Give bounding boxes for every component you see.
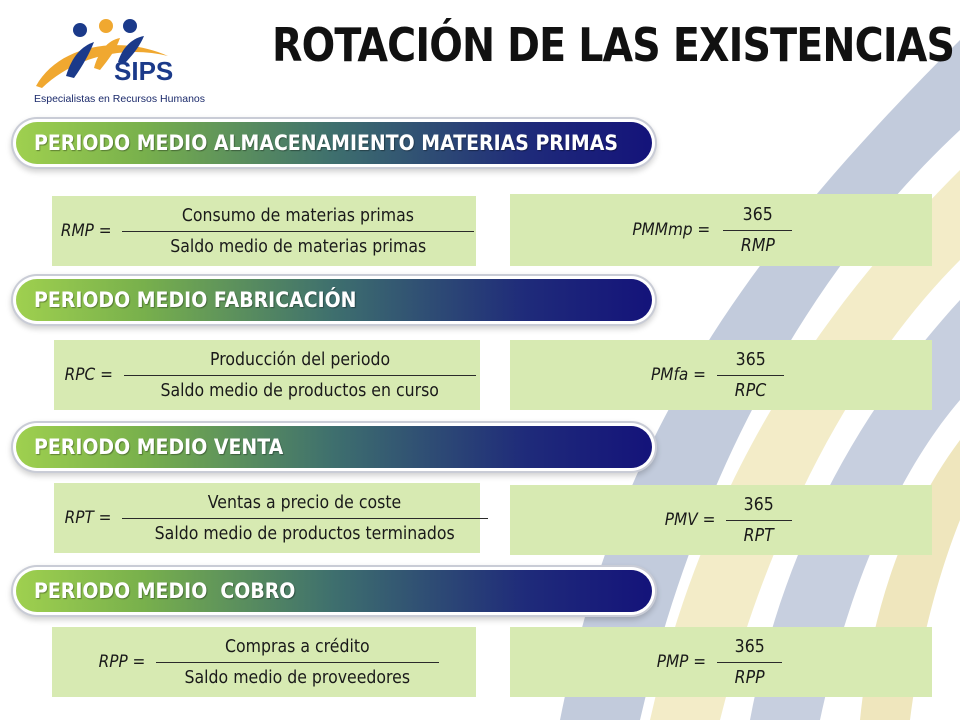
period-denominator: RPT <box>743 525 774 546</box>
period-numerator: 365 <box>734 636 765 657</box>
section-4-heading: PERIODO MEDIO COBRO <box>34 579 296 603</box>
ratio-numerator: Compras a crédito <box>224 636 370 657</box>
ratio-fraction: Consumo de materias primas Saldo medio d… <box>122 206 474 257</box>
section-1-header: PERIODO MEDIO ALMACENAMIENTO MATERIAS PR… <box>16 122 652 164</box>
period-denominator: RMP <box>740 235 775 256</box>
page-title: ROTACIÓN DE LAS EXISTENCIAS <box>272 18 955 72</box>
period-lhs: PMfa = <box>651 365 706 385</box>
period-fraction: 365 RPC <box>716 349 784 401</box>
fraction-bar <box>722 229 793 231</box>
period-numerator: 365 <box>743 494 774 515</box>
period-lhs: PMMmp = <box>632 220 711 240</box>
ratio-denominator: Saldo medio de proveedores <box>184 667 411 688</box>
logo-brand-text: SIPS <box>114 56 173 86</box>
ratio-lhs: RPC = <box>64 365 113 385</box>
ratio-fraction: Compras a crédito Saldo medio de proveed… <box>155 636 439 688</box>
ratio-lhs: RPP = <box>98 652 146 672</box>
ratio-numerator: Producción del periodo <box>209 349 390 370</box>
ratio-lhs: RMP = <box>60 221 112 241</box>
sips-logo: SIPS <box>28 16 218 108</box>
fraction-bar <box>726 519 792 521</box>
ratio-denominator: Saldo medio de productos en curso <box>160 380 440 401</box>
fraction-bar <box>122 517 488 519</box>
section-4-header: PERIODO MEDIO COBRO <box>16 570 652 612</box>
fraction-bar <box>155 661 439 663</box>
period-lhs: PMV = <box>664 510 716 530</box>
fraction-bar <box>716 374 784 376</box>
period-fraction: 365 RPT <box>726 494 792 546</box>
section-3-header: PERIODO MEDIO VENTA <box>16 426 652 468</box>
period-lhs: PMP = <box>656 652 707 672</box>
section-2-period-formula: PMfa = 365 RPC <box>648 340 784 410</box>
period-fraction: 365 RMP <box>722 204 793 256</box>
section-4-ratio-formula: RPP = Compras a crédito Saldo medio de p… <box>96 627 439 697</box>
ratio-denominator: Saldo medio de productos terminados <box>154 523 455 544</box>
section-1-period-formula: PMMmp = 365 RMP <box>628 194 793 266</box>
logo-tagline: Especialistas en Recursos Humanos <box>34 93 205 105</box>
period-numerator: 365 <box>735 349 766 370</box>
section-2-header: PERIODO MEDIO FABRICACIÓN <box>16 279 652 321</box>
period-denominator: RPP <box>734 667 765 688</box>
fraction-bar <box>122 230 474 232</box>
section-2-heading: PERIODO MEDIO FABRICACIÓN <box>34 288 357 312</box>
section-1-period-box <box>510 194 932 266</box>
fraction-bar <box>716 661 783 663</box>
ratio-numerator: Consumo de materias primas <box>182 205 415 226</box>
section-3-heading: PERIODO MEDIO VENTA <box>34 435 284 459</box>
period-fraction: 365 RPP <box>716 636 783 688</box>
ratio-denominator: Saldo medio de materias primas <box>170 236 427 257</box>
ratio-lhs: RPT = <box>64 508 112 528</box>
section-4-period-formula: PMP = 365 RPP <box>654 627 783 697</box>
ratio-fraction: Ventas a precio de coste Saldo medio de … <box>122 492 488 544</box>
section-3-ratio-formula: RPT = Ventas a precio de coste Saldo med… <box>62 483 488 553</box>
section-3-period-box <box>510 485 932 555</box>
section-1-ratio-formula: RMP = Consumo de materias primas Saldo m… <box>58 196 474 266</box>
period-numerator: 365 <box>742 204 773 225</box>
section-3-period-formula: PMV = 365 RPT <box>662 485 792 555</box>
ratio-fraction: Producción del periodo Saldo medio de pr… <box>123 349 476 401</box>
section-1-heading: PERIODO MEDIO ALMACENAMIENTO MATERIAS PR… <box>34 131 618 155</box>
period-denominator: RPC <box>734 380 767 401</box>
section-2-ratio-formula: RPC = Producción del periodo Saldo medio… <box>62 340 476 410</box>
fraction-bar <box>123 374 476 376</box>
ratio-numerator: Ventas a precio de coste <box>208 492 402 513</box>
